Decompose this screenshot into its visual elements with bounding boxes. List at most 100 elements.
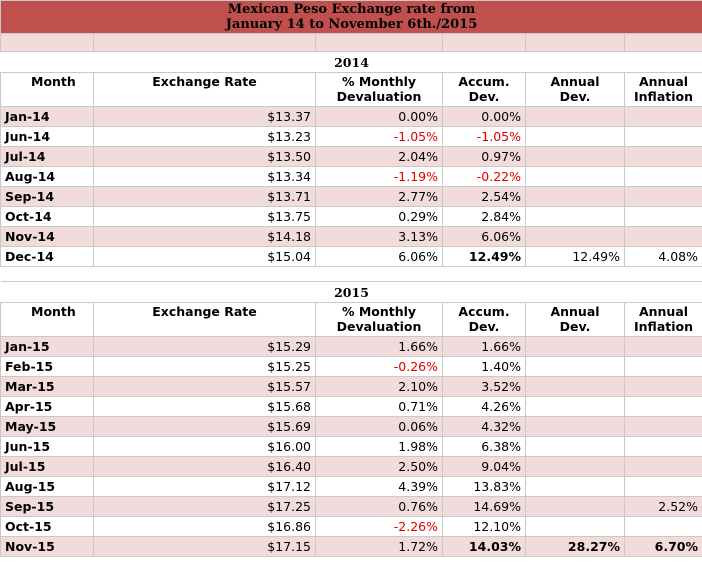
table-row: Dec-14 $15.04 6.06% 12.49% 12.49% 4.08% bbox=[0, 246, 702, 267]
annual-inflation-cell bbox=[623, 336, 702, 357]
accum-dev-cell: 2.54% bbox=[442, 186, 526, 207]
annual-inflation-header-text: Inflation bbox=[634, 319, 693, 334]
accum-dev-cell: 4.26% bbox=[442, 396, 526, 417]
accum-dev-cell: 12.10% bbox=[442, 516, 526, 537]
exchange-rate-cell: $17.25 bbox=[93, 496, 316, 517]
annual-inflation-header-text: Annual bbox=[638, 304, 689, 319]
accum-dev-header-text: Accum. bbox=[458, 304, 510, 319]
monthly-devaluation-cell: 4.39% bbox=[315, 476, 443, 497]
exchange-rate-cell: $15.69 bbox=[93, 416, 316, 437]
annual-inflation-cell bbox=[623, 166, 702, 187]
accum-dev-cell: 6.06% bbox=[442, 226, 526, 247]
annual-dev-header-text: Annual bbox=[550, 304, 600, 319]
accum-dev-cell: 9.04% bbox=[442, 456, 526, 477]
monthly-devaluation-cell: 2.10% bbox=[315, 376, 443, 397]
month-cell: Aug-15 bbox=[0, 476, 94, 497]
exchange-rate-header: Exchange Rate bbox=[93, 72, 316, 107]
table-row: Jul-14 $13.50 2.04% 0.97% bbox=[0, 146, 702, 167]
month-cell: Jan-15 bbox=[0, 336, 94, 357]
annual-dev-header-text: Dev. bbox=[559, 89, 591, 104]
month-header: Month bbox=[0, 302, 94, 337]
annual-dev-cell bbox=[525, 336, 625, 357]
monthly-devaluation-cell: 2.04% bbox=[315, 146, 443, 167]
annual-dev-cell bbox=[525, 476, 625, 497]
table-row: Oct-15 $16.86 -2.26% 12.10% bbox=[0, 516, 702, 537]
annual-inflation-cell bbox=[623, 376, 702, 397]
annual-inflation-cell bbox=[623, 416, 702, 437]
accum-dev-cell: 0.00% bbox=[442, 106, 526, 127]
annual-dev-cell bbox=[525, 396, 625, 417]
annual-inflation-header-text: Annual bbox=[638, 74, 689, 89]
month-cell: Aug-14 bbox=[0, 166, 94, 187]
column-header-row: Month Exchange Rate % Monthly Devaluation Ac… bbox=[0, 72, 702, 107]
annual-dev-header: Annual Dev. bbox=[525, 302, 625, 337]
table-row: Jun-14 $13.23 -1.05% -1.05% bbox=[0, 126, 702, 147]
annual-dev-cell bbox=[525, 146, 625, 167]
accum-dev-cell: 3.52% bbox=[442, 376, 526, 397]
annual-inflation-cell bbox=[623, 476, 702, 497]
annual-inflation-cell bbox=[623, 456, 702, 477]
column-header-row: Month Exchange Rate% Monthly Devaluation Ac… bbox=[0, 302, 702, 337]
annual-dev-cell bbox=[525, 226, 625, 247]
annual-inflation-cell: 4.08% bbox=[623, 246, 702, 267]
accum-dev-cell: 1.66% bbox=[442, 336, 526, 357]
exchange-rate-cell: $14.18 bbox=[93, 226, 316, 247]
annual-dev-cell bbox=[525, 106, 625, 127]
annual-dev-cell bbox=[525, 376, 625, 397]
monthly-devaluation-cell: 0.71% bbox=[315, 396, 443, 417]
table-row: Jul-15 $16.40 2.50% 9.04% bbox=[0, 456, 702, 477]
month-cell: Sep-15 bbox=[0, 496, 94, 517]
month-cell: Jul-15 bbox=[0, 456, 94, 477]
monthly-devaluation-cell: 0.76% bbox=[315, 496, 443, 517]
accum-dev-header: Accum. Dev. bbox=[442, 72, 526, 107]
month-header-text: Month bbox=[31, 304, 76, 319]
month-cell: Oct-15 bbox=[0, 516, 94, 537]
table-row: Apr-15 $15.68 0.71% 4.26% bbox=[0, 396, 702, 417]
annual-inflation-cell bbox=[623, 356, 702, 377]
monthly-devaluation-header: % Monthly Devaluation bbox=[315, 302, 443, 337]
accum-dev-cell: -0.22% bbox=[442, 166, 526, 187]
exchange-rate-cell: $13.75 bbox=[93, 206, 316, 227]
monthly-devaluation-header-text: % Monthly bbox=[341, 74, 417, 89]
annual-dev-header: Annual Dev. bbox=[525, 72, 625, 107]
accum-dev-cell: -1.05% bbox=[442, 126, 526, 147]
monthly-devaluation-header-text: Devaluation bbox=[336, 319, 422, 334]
month-cell: Jun-15 bbox=[0, 436, 94, 457]
monthly-devaluation-header: % Monthly Devaluation bbox=[315, 72, 443, 107]
table-row: May-15 $15.69 0.06% 4.32% bbox=[0, 416, 702, 437]
annual-inflation-cell bbox=[623, 126, 702, 147]
year-label: 2015 bbox=[0, 281, 702, 303]
accum-dev-header-text: Dev. bbox=[468, 319, 500, 334]
exchange-rate-cell: $13.50 bbox=[93, 146, 316, 167]
gap-cell bbox=[0, 266, 702, 282]
table-row: Nov-14 $14.18 3.13% 6.06% bbox=[0, 226, 702, 247]
title-line-2: January 14 to November 6th./2015 bbox=[225, 17, 478, 32]
monthly-devaluation-cell: 1.66% bbox=[315, 336, 443, 357]
table-row: Nov-15 $17.15 1.72% 14.03% 28.27% 6.70% bbox=[0, 536, 702, 557]
annual-inflation-cell bbox=[623, 396, 702, 417]
month-cell: Sep-14 bbox=[0, 186, 94, 207]
title-row: Mexican Peso Exchange rate from January … bbox=[0, 0, 702, 34]
month-cell: Nov-14 bbox=[0, 226, 94, 247]
exchange-rate-cell: $16.00 bbox=[93, 436, 316, 457]
monthly-devaluation-cell: 1.98% bbox=[315, 436, 443, 457]
month-header-text: Month bbox=[31, 74, 76, 89]
annual-inflation-header-text: Inflation bbox=[634, 89, 693, 104]
accum-dev-cell: 0.97% bbox=[442, 146, 526, 167]
annual-dev-cell bbox=[525, 516, 625, 537]
monthly-devaluation-cell: -0.26% bbox=[315, 356, 443, 377]
table-row: Jun-15 $16.00 1.98% 6.38% bbox=[0, 436, 702, 457]
table-row: Jan-15 $15.29 1.66% 1.66% bbox=[0, 336, 702, 357]
monthly-devaluation-cell: -1.05% bbox=[315, 126, 443, 147]
monthly-devaluation-cell: 0.00% bbox=[315, 106, 443, 127]
monthly-devaluation-cell: 6.06% bbox=[315, 246, 443, 267]
annual-inflation-cell bbox=[623, 436, 702, 457]
monthly-devaluation-cell: 0.06% bbox=[315, 416, 443, 437]
exchange-rate-header-text: Exchange Rate bbox=[152, 74, 257, 89]
annual-inflation-cell: 2.52% bbox=[623, 496, 702, 517]
accum-dev-cell: 1.40% bbox=[442, 356, 526, 377]
title-line-1: Mexican Peso Exchange rate from bbox=[227, 2, 476, 17]
annual-dev-cell bbox=[525, 356, 625, 377]
exchange-rate-cell: $15.68 bbox=[93, 396, 316, 417]
year-label: 2014 bbox=[0, 51, 702, 73]
